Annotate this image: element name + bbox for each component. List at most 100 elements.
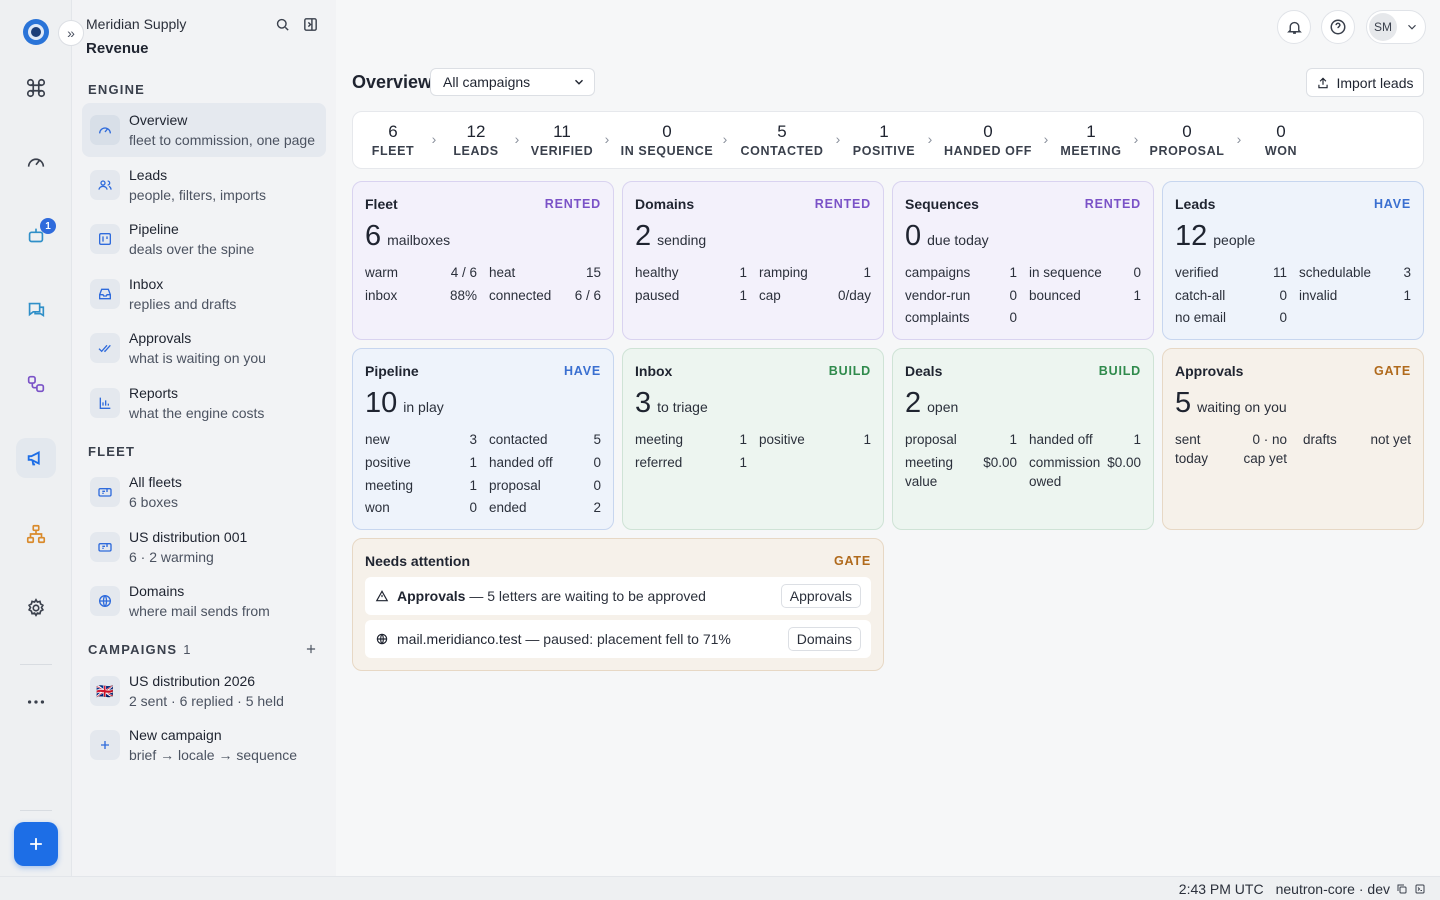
stage-label: POSITIVE (852, 144, 916, 158)
campaign-filter-select[interactable]: All campaigns (430, 68, 595, 96)
create-new-button[interactable] (14, 822, 58, 866)
robot-icon[interactable]: 1 (16, 216, 56, 256)
nav-title: Domains (129, 583, 185, 599)
help-button[interactable] (1321, 10, 1355, 44)
nav-subtitle: what the engine costs (129, 405, 265, 421)
nav-item-us-distribution-2026[interactable]: 🇬🇧 US distribution 2026 2 sent · 6 replie… (82, 664, 326, 718)
search-icon[interactable] (272, 14, 292, 34)
workflow-icon[interactable] (16, 364, 56, 404)
chevron-right-icon: › (1236, 131, 1242, 147)
deals-card[interactable]: Deals BUILD 2 open proposal 1 handed off 1… (892, 348, 1154, 530)
stage-label: PROPOSAL (1149, 144, 1225, 158)
stat-label: referred (635, 455, 683, 470)
upload-icon (1318, 77, 1329, 88)
notifications-button[interactable] (1277, 10, 1311, 44)
app-logo-icon[interactable] (20, 16, 52, 48)
warning-triangle-icon (375, 590, 389, 602)
fleet-card[interactable]: Fleet RENTED 6 mailboxes warm 4 / 6 heat 1… (352, 181, 614, 340)
stat-value: 0 (1009, 288, 1017, 303)
approvals-action-button[interactable]: Approvals (780, 584, 861, 608)
funnel-stage-verified[interactable]: 11 VERIFIED (531, 122, 593, 160)
stage-count: 5 (777, 122, 787, 141)
add-campaign-icon[interactable] (304, 642, 318, 661)
nav-item-us-distribution-001[interactable]: US distribution 001 6 · 2 warming (82, 520, 326, 574)
funnel-stage-leads[interactable]: 12 LEADS (453, 122, 498, 160)
funnel-stage-won[interactable]: 0 WON (1265, 122, 1297, 160)
pipeline-card[interactable]: Pipeline HAVE 10 in play new 3 contacted 5… (352, 348, 614, 530)
app-name: Revenue (86, 40, 149, 57)
stage-count: 0 (983, 122, 993, 141)
nav-item-pipeline[interactable]: Pipeline deals over the spine (82, 212, 326, 266)
card-unit: open (927, 399, 959, 415)
nav-title: Pipeline (129, 221, 179, 237)
chat-icon[interactable] (16, 290, 56, 330)
nav-item-all-fleets[interactable]: All fleets 6 boxes (82, 465, 326, 519)
stat-label: bounced (1029, 288, 1081, 303)
expand-rail-button[interactable]: » (58, 20, 84, 46)
stat-label: verified (1175, 265, 1219, 280)
copy-icon[interactable] (1396, 883, 1408, 895)
funnel-stage-contacted[interactable]: 5 CONTACTED (741, 122, 824, 160)
double-chevron-right-icon: » (67, 25, 75, 41)
sequences-card[interactable]: Sequences RENTED 0 due today campaigns 1 i… (892, 181, 1154, 340)
terminal-icon[interactable] (1414, 883, 1426, 895)
mailbox-icon (90, 532, 120, 562)
org-chart-icon[interactable] (16, 514, 56, 554)
import-leads-button[interactable]: Import leads (1306, 68, 1424, 97)
leads-card[interactable]: Leads HAVE 12 people verified 11 schedulab… (1162, 181, 1424, 340)
plus-icon (30, 838, 42, 850)
nav-subtitle: what is waiting on you (129, 350, 266, 366)
card-tag: RENTED (544, 197, 601, 211)
nav-item-new-campaign[interactable]: New campaign brief → locale → sequence (82, 718, 326, 772)
card-title: Domains (635, 196, 695, 212)
stat-value: 11 (1272, 265, 1287, 280)
more-dots-icon[interactable] (16, 682, 56, 722)
stat-value: 15 (585, 265, 601, 280)
nav-item-reports[interactable]: Reports what the engine costs (82, 376, 326, 430)
nav-subtitle: replies and drafts (129, 296, 237, 312)
nav-subtitle: people, filters, imports (129, 187, 266, 203)
card-tag: RENTED (814, 197, 871, 211)
stat-label: no email (1175, 310, 1227, 325)
nav-item-inbox[interactable]: Inbox replies and drafts (82, 267, 326, 321)
funnel-stage-meeting[interactable]: 1 MEETING (1060, 122, 1121, 160)
domains-action-button[interactable]: Domains (787, 627, 861, 651)
stat-label: ramping (759, 265, 808, 280)
funnel-stage-in-sequence[interactable]: 0 IN SEQUENCE (621, 122, 714, 160)
account-menu-button[interactable]: SM (1366, 10, 1426, 44)
people-icon (90, 170, 120, 200)
nav-item-domains[interactable]: Domains where mail sends from (82, 574, 326, 628)
chevron-right-icon: › (835, 131, 841, 147)
attention-item-text: — paused: placement fell to 71% (521, 631, 731, 647)
funnel-stage-positive[interactable]: 1 POSITIVE (853, 122, 915, 160)
card-number: 0 (905, 220, 922, 252)
collapse-sidebar-icon[interactable] (300, 14, 320, 34)
funnel-stage-fleet[interactable]: 6 FLEET (372, 122, 415, 160)
stat-label: new (365, 432, 390, 447)
stat-label: won (365, 500, 390, 515)
domains-card[interactable]: Domains RENTED 2 sending healthy 1 ramping… (622, 181, 884, 340)
nav-item-leads[interactable]: Leads people, filters, imports (82, 158, 326, 212)
card-title: Pipeline (365, 363, 419, 379)
stat-label: schedulable (1299, 265, 1372, 280)
approvals-card[interactable]: Approvals GATE 5 waiting on you sent today… (1162, 348, 1424, 530)
stat-label: complaints (905, 310, 970, 325)
nav-item-approvals[interactable]: Approvals what is waiting on you (82, 321, 326, 375)
inbox-card[interactable]: Inbox BUILD 3 to triage meeting 1 positive… (622, 348, 884, 530)
megaphone-icon[interactable] (16, 438, 56, 478)
stat-value: 0 · no cap yet (1243, 432, 1287, 466)
funnel-stage-handed-off[interactable]: 0 HANDED OFF (944, 122, 1032, 160)
dashboard-gauge-icon[interactable] (16, 142, 56, 182)
stat-label: inbox (365, 288, 398, 303)
card-number: 5 (1175, 387, 1192, 419)
stat-value: 1 (739, 288, 747, 303)
stage-label: HANDED OFF (944, 144, 1032, 158)
stat-label: drafts (1303, 432, 1337, 447)
card-tag: BUILD (828, 364, 871, 378)
stat-label: catch-all (1175, 288, 1226, 303)
funnel-stage-proposal[interactable]: 0 PROPOSAL (1150, 122, 1225, 160)
command-icon[interactable] (16, 68, 56, 108)
stat-value: 88% (449, 288, 477, 303)
nav-item-overview[interactable]: Overview fleet to commission, one page (82, 103, 326, 157)
settings-gear-icon[interactable] (16, 588, 56, 628)
